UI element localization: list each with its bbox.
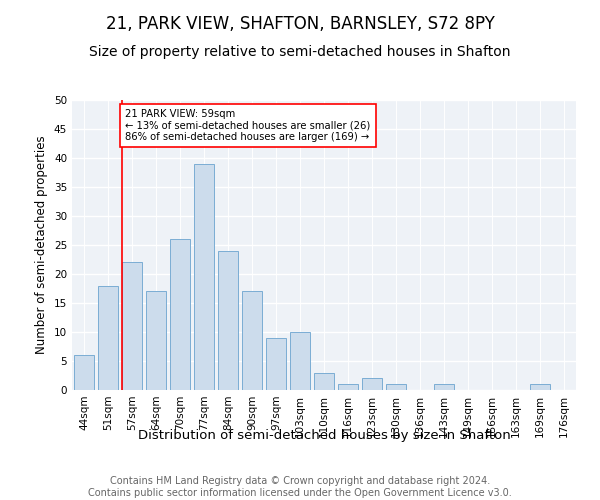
Bar [74,355,94,390]
Bar [170,239,190,390]
Bar [434,384,454,390]
Bar [266,338,286,390]
Text: 21 PARK VIEW: 59sqm
← 13% of semi-detached houses are smaller (26)
86% of semi-d: 21 PARK VIEW: 59sqm ← 13% of semi-detach… [125,108,371,142]
Bar [242,292,262,390]
Bar [314,372,334,390]
Bar [338,384,358,390]
Bar [98,286,118,390]
Bar [122,262,142,390]
Bar [386,384,406,390]
Text: Size of property relative to semi-detached houses in Shafton: Size of property relative to semi-detach… [89,45,511,59]
Bar [146,292,166,390]
Text: Contains HM Land Registry data © Crown copyright and database right 2024.
Contai: Contains HM Land Registry data © Crown c… [88,476,512,498]
Bar [362,378,382,390]
Text: 21, PARK VIEW, SHAFTON, BARNSLEY, S72 8PY: 21, PARK VIEW, SHAFTON, BARNSLEY, S72 8P… [106,15,494,33]
Bar [290,332,310,390]
Text: Distribution of semi-detached houses by size in Shafton: Distribution of semi-detached houses by … [137,428,511,442]
Bar [194,164,214,390]
Bar [218,251,238,390]
Bar [530,384,550,390]
Y-axis label: Number of semi-detached properties: Number of semi-detached properties [35,136,49,354]
